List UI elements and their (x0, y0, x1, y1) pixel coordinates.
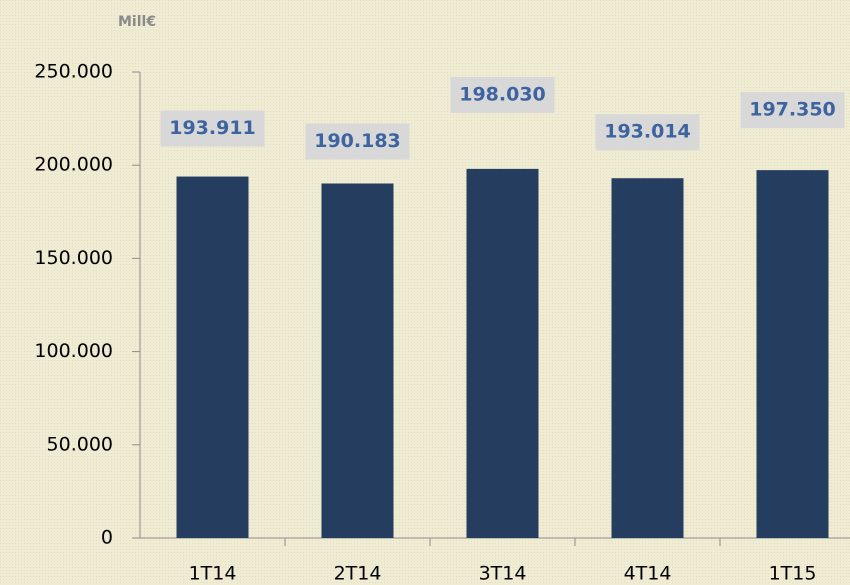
y-tick-label: 0 (101, 527, 113, 549)
value-label-box (595, 114, 700, 151)
value-label-box (305, 123, 410, 160)
y-tick-label: 150.000 (34, 247, 113, 269)
bar (321, 183, 394, 538)
y-tick-label: 100.000 (34, 340, 113, 362)
x-tick-label: 4T14 (624, 563, 672, 585)
value-label-box (450, 76, 555, 113)
value-label: 193.014 (604, 121, 691, 143)
bar (756, 170, 829, 539)
value-label: 198.030 (459, 83, 546, 105)
value-label: 197.350 (749, 99, 836, 121)
bar (611, 178, 684, 538)
y-axis-unit: Mill€ (118, 14, 156, 30)
x-tick-label: 3T14 (479, 563, 527, 585)
x-tick-label: 1T14 (189, 563, 237, 585)
bar (466, 168, 539, 539)
y-tick-label: 200.000 (34, 154, 113, 176)
value-label-box (160, 110, 265, 147)
value-label: 190.183 (314, 130, 401, 152)
bar (176, 176, 249, 538)
y-tick-label: 250.000 (34, 61, 113, 83)
y-tick-label: 50.000 (47, 433, 113, 455)
value-label-box (740, 92, 845, 129)
x-tick-label: 2T14 (334, 563, 382, 585)
x-tick-label: 1T15 (769, 563, 817, 585)
value-label: 193.911 (169, 117, 256, 139)
